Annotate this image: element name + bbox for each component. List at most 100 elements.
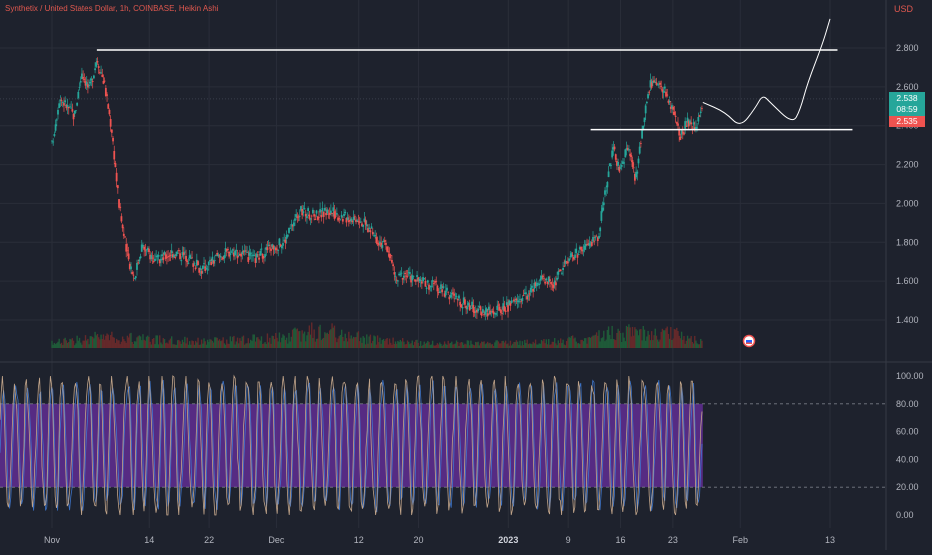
secondary-price-badge: 2.535 (889, 116, 925, 127)
volume-bar (340, 329, 343, 348)
candle-body (644, 105, 647, 114)
candle-body (54, 124, 57, 131)
candle-body (282, 243, 284, 246)
volume-bar (440, 344, 442, 348)
volume-bar (253, 334, 255, 348)
candle-body (221, 258, 223, 260)
candle-body (297, 216, 300, 218)
candle-body (189, 258, 192, 260)
volume-bar (683, 336, 685, 348)
volume-bar (151, 338, 154, 348)
candle-body (423, 278, 426, 280)
volume-bar (112, 337, 114, 348)
volume-bar (485, 343, 488, 348)
volume-bar (247, 338, 249, 348)
volume-bar (507, 343, 509, 348)
dividend-marker-icon[interactable] (742, 334, 756, 348)
candle-body (310, 215, 313, 217)
candle-body (540, 275, 543, 279)
volume-bar (356, 332, 358, 348)
volume-bar (650, 331, 653, 348)
volume-bar (548, 339, 550, 348)
volume-bar (476, 342, 478, 348)
candle-body (307, 208, 310, 212)
candle-body (611, 150, 614, 158)
candle-body (620, 165, 623, 167)
volume-bar (103, 339, 106, 348)
volume-bar (307, 331, 309, 348)
candle-body (353, 215, 356, 217)
volume-bar (302, 333, 305, 348)
volume-bar (176, 340, 179, 348)
candle-body (104, 87, 107, 97)
volume-bar (364, 344, 367, 348)
candle-body (206, 269, 209, 271)
volume-bar (479, 343, 482, 348)
candle-body (539, 278, 542, 281)
candle-body (108, 109, 111, 115)
candle-body (315, 210, 318, 214)
volume-bar (94, 331, 96, 348)
volume-bar (521, 341, 524, 348)
volume-bar (561, 342, 563, 348)
volume-bar (295, 329, 297, 348)
volume-bar (155, 335, 157, 348)
volume-bar (305, 341, 307, 348)
candle-body (630, 155, 633, 157)
candle-body (95, 62, 98, 67)
volume-bar (129, 333, 131, 348)
volume-bar (429, 345, 431, 348)
candle-body (632, 167, 635, 169)
candle-body (565, 261, 568, 263)
candle-body (261, 253, 264, 259)
volume-bar (594, 334, 597, 348)
candle-body (235, 249, 238, 251)
candle-body (292, 222, 295, 227)
volume-bar (554, 338, 556, 348)
volume-bar (133, 341, 136, 348)
volume-bar (480, 341, 483, 348)
candle-body (124, 236, 126, 238)
volume-bar (583, 338, 586, 348)
candle-body (425, 287, 428, 289)
volume-bar (372, 340, 374, 348)
volume-bar (62, 345, 64, 348)
volume-bar (203, 338, 205, 348)
candle-body (417, 277, 420, 282)
volume-bar (206, 339, 209, 348)
volume-bar (519, 340, 521, 348)
volume-bar (601, 337, 604, 348)
candle-body (78, 87, 81, 88)
volume-bar (464, 343, 466, 348)
volume-bar (339, 334, 342, 348)
volume-bar (209, 339, 211, 348)
volume-bar (345, 338, 348, 348)
volume-bar (467, 340, 470, 348)
candle-body (497, 304, 500, 306)
candle-body (502, 303, 505, 310)
volume-bar (398, 342, 400, 348)
candle-body (374, 235, 377, 237)
volume-bar (54, 344, 57, 348)
volume-bar (173, 344, 175, 348)
candle-body (227, 248, 229, 250)
volume-bar (475, 341, 477, 348)
candle-body (241, 251, 244, 254)
volume-bar (556, 345, 558, 348)
volume-bar (193, 344, 196, 348)
candle-body (168, 255, 171, 257)
candle-body (583, 245, 586, 250)
candle-body (514, 300, 517, 302)
volume-bar (81, 344, 83, 348)
candle-body (674, 115, 677, 117)
volume-bar (251, 340, 253, 348)
candle-body (193, 263, 196, 265)
volume-bar (419, 341, 422, 348)
time-tick-label: 13 (825, 535, 835, 545)
candle-body (291, 225, 294, 227)
candle-body (345, 217, 348, 223)
candle-body (677, 123, 679, 126)
candle-body (136, 262, 138, 270)
volume-bar (199, 344, 202, 348)
volume-bar (509, 340, 512, 348)
